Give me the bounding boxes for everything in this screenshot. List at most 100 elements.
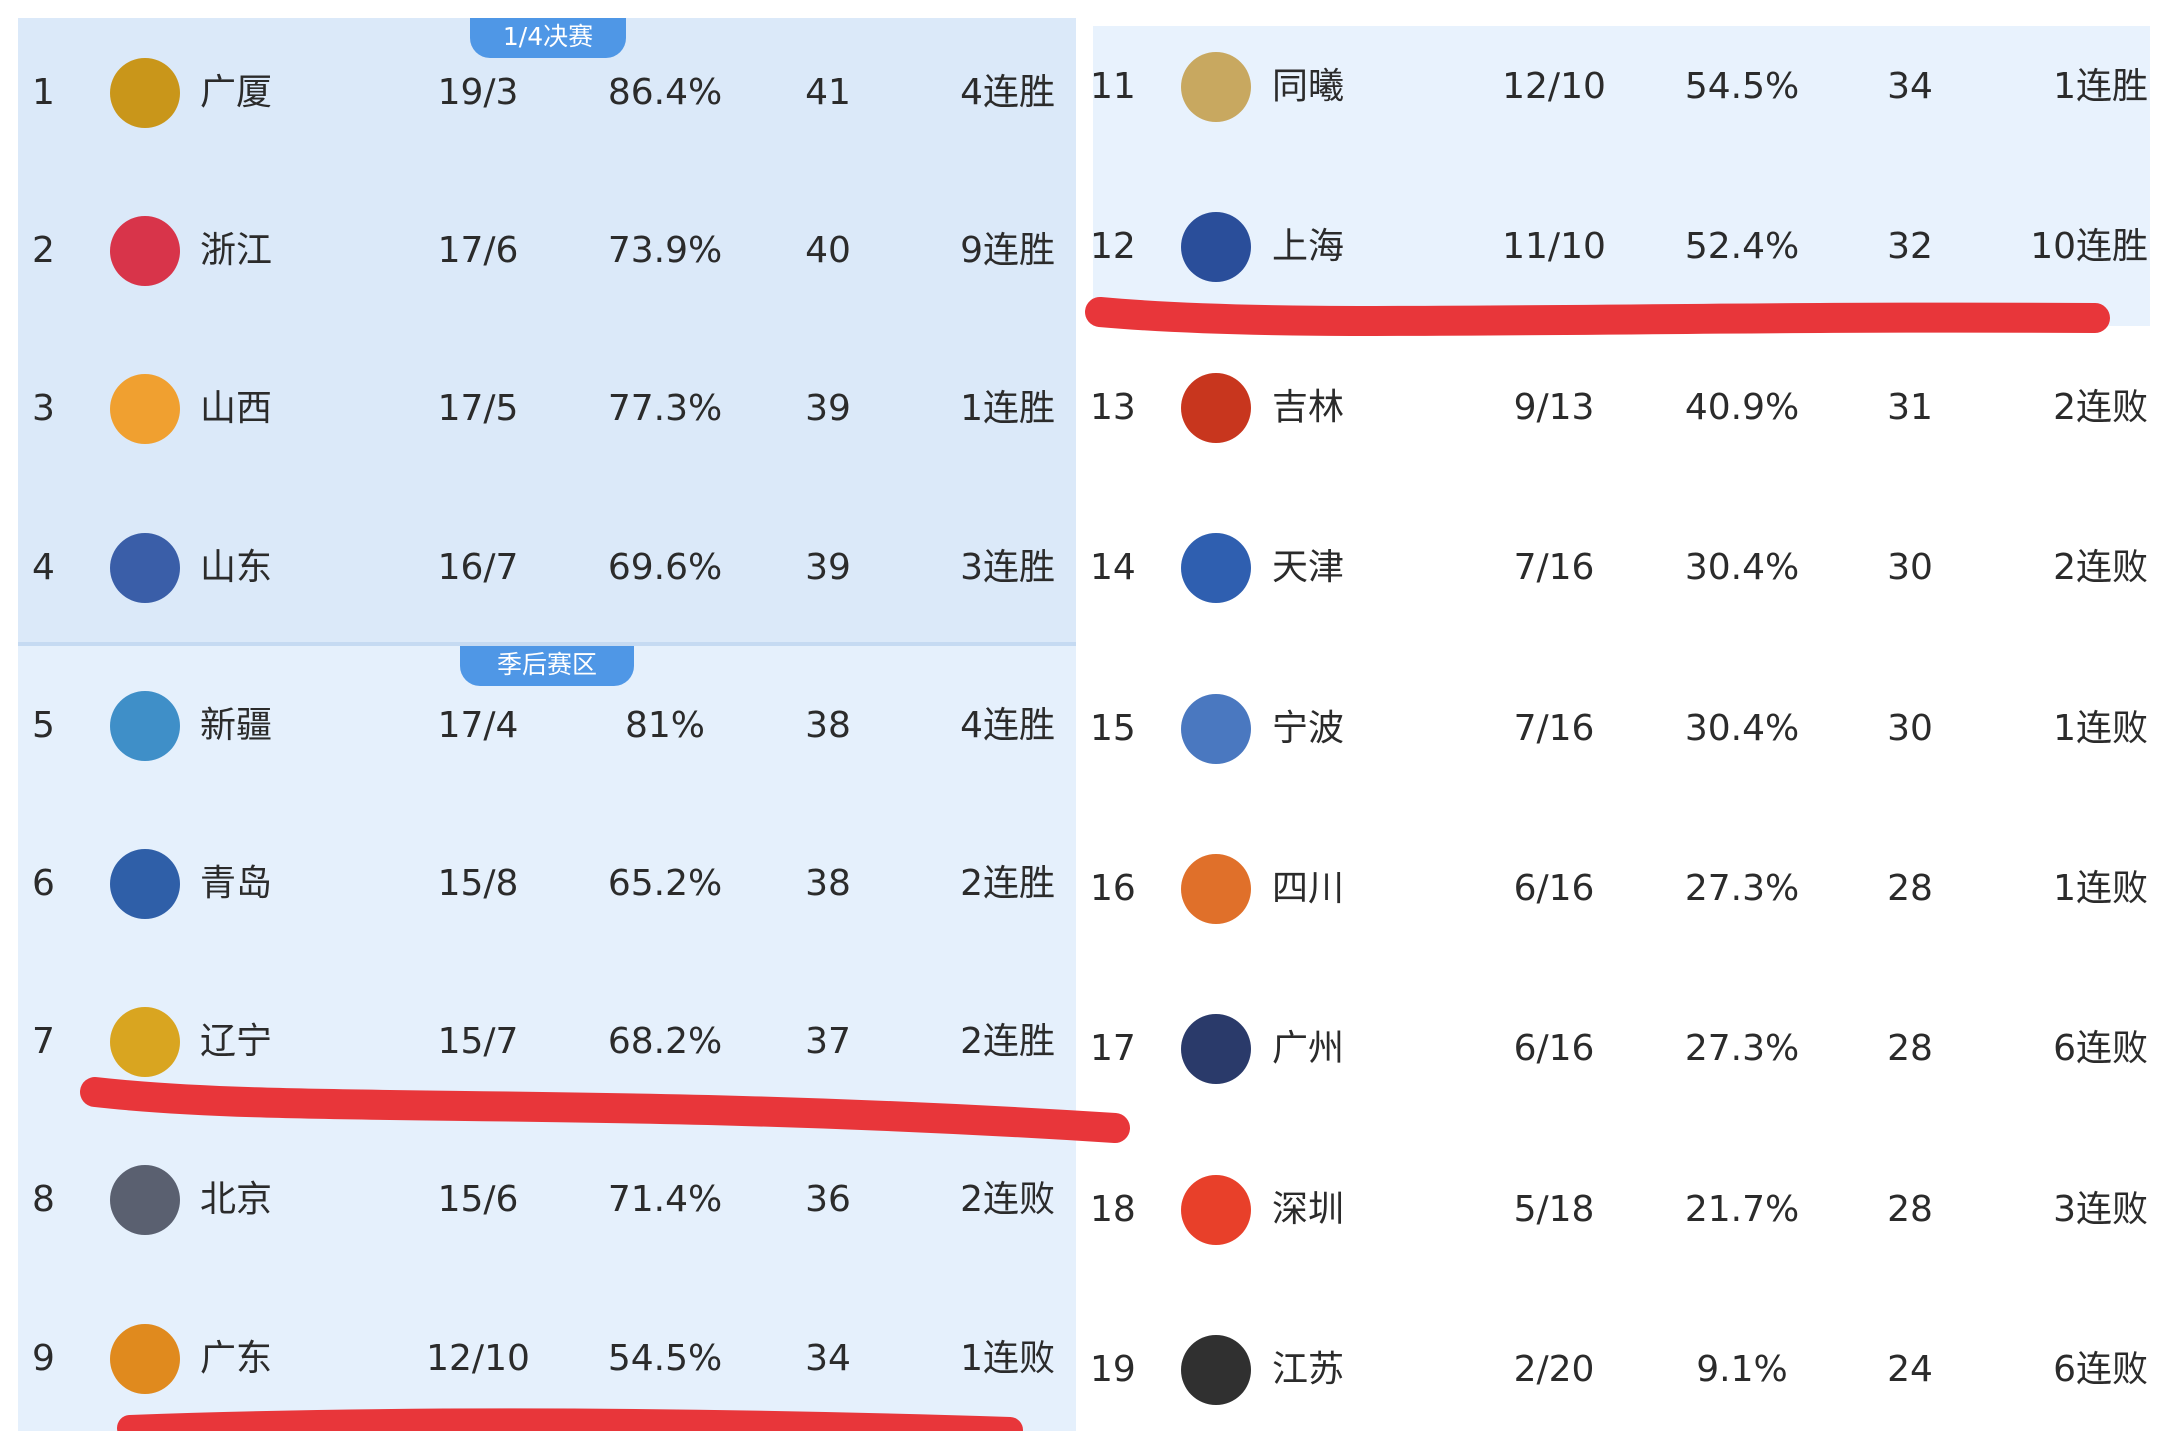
- record-cell: 7/16: [1513, 547, 1595, 589]
- win-pct-cell: 81%: [624, 704, 706, 746]
- record-cell: 11/10: [1502, 226, 1606, 268]
- rank-cell: 12: [1090, 226, 1136, 268]
- team-logo-icon: [110, 374, 180, 445]
- points-cell: 34: [805, 1337, 851, 1379]
- points-cell: 38: [805, 863, 851, 904]
- win-pct-cell: 40.9%: [1684, 386, 1800, 428]
- table-row[interactable]: 18 深圳 5/18 21.7% 28 3连败: [0, 1174, 2160, 1245]
- streak-cell: 2连胜: [960, 863, 1055, 904]
- team-logo-icon: [110, 690, 180, 761]
- record-cell: 16/7: [437, 546, 519, 588]
- points-cell: 34: [1887, 66, 1933, 107]
- win-pct-cell: 54.5%: [607, 1337, 723, 1379]
- table-row[interactable]: 7 辽宁 15/7 68.2% 37 2连胜: [0, 1007, 2160, 1078]
- table-row[interactable]: 19 江苏 2/20 9.1% 24 6连败: [0, 1335, 2160, 1406]
- streak-cell: 6连败: [2053, 1349, 2148, 1391]
- team-logo-icon: [1181, 1174, 1251, 1245]
- points-cell: 36: [805, 1179, 851, 1221]
- team-logo-icon: [1181, 1335, 1251, 1406]
- streak-cell: 1连败: [2053, 707, 2148, 749]
- rank-cell: 3: [32, 388, 55, 430]
- table-row[interactable]: 6 青岛 15/8 65.2% 38 2连胜: [0, 849, 2160, 919]
- points-cell: 31: [1887, 386, 1933, 428]
- table-row[interactable]: 3 山西 17/5 77.3% 39 1连胜: [0, 374, 2160, 445]
- zone-divider: [18, 642, 1076, 646]
- win-pct-cell: 77.3%: [607, 388, 723, 430]
- streak-cell: 2连败: [2053, 547, 2148, 589]
- rank-cell: 19: [1090, 1349, 1136, 1391]
- streak-cell: 1连胜: [2053, 66, 2148, 107]
- points-cell: 32: [1887, 226, 1933, 268]
- team-logo-icon: [1181, 212, 1251, 283]
- points-cell: 30: [1887, 547, 1933, 589]
- rank-cell: 18: [1090, 1188, 1136, 1230]
- record-cell: 17/5: [437, 388, 519, 430]
- win-pct-cell: 30.4%: [1684, 547, 1800, 589]
- win-pct-cell: 9.1%: [1696, 1349, 1788, 1391]
- quarterfinal-zone: [18, 18, 1076, 646]
- table-row[interactable]: 2 浙江 17/6 73.9% 40 9连胜: [0, 216, 2160, 287]
- team-name: 吉林: [1272, 386, 1345, 428]
- streak-cell: 2连败: [2053, 386, 2148, 428]
- points-cell: 28: [1887, 1028, 1933, 1070]
- win-pct-cell: 30.4%: [1684, 707, 1800, 749]
- team-name: 同曦: [1272, 66, 1345, 107]
- record-cell: 9/13: [1513, 386, 1595, 428]
- streak-cell: 6连败: [2053, 1028, 2148, 1070]
- team-name: 天津: [1272, 547, 1345, 589]
- team-logo-icon: [110, 58, 180, 128]
- table-row[interactable]: 4 山东 16/7 69.6% 39 3连胜: [0, 532, 2160, 603]
- team-logo-icon: [1181, 533, 1251, 604]
- table-row[interactable]: 11 同曦 12/10 54.5% 34 1连胜: [0, 52, 2160, 122]
- win-pct-cell: 54.5%: [1684, 66, 1800, 107]
- team-logo-icon: [110, 216, 180, 287]
- streak-cell: 2连败: [960, 1179, 1055, 1221]
- table-row[interactable]: 12 上海 11/10 52.4% 32 10连胜: [0, 212, 2160, 283]
- streak-cell: 4连胜: [960, 704, 1055, 746]
- table-row[interactable]: 8 北京 15/6 71.4% 36 2连败: [0, 1165, 2160, 1236]
- table-row[interactable]: 13 吉林 9/13 40.9% 31 2连败: [0, 372, 2160, 443]
- record-cell: 12/10: [1502, 66, 1606, 107]
- points-cell: 28: [1887, 868, 1933, 909]
- quarterfinal-badge: 1/4决赛: [470, 18, 626, 58]
- rank-cell: 4: [32, 546, 55, 588]
- team-name: 浙江: [200, 230, 273, 272]
- highlight-zone: [1093, 26, 2150, 326]
- table-row[interactable]: 9 广东 12/10 54.5% 34 1连败: [0, 1323, 2160, 1394]
- win-pct-cell: 21.7%: [1684, 1188, 1800, 1230]
- team-logo-icon: [1181, 1014, 1251, 1085]
- record-cell: 5/18: [1513, 1188, 1595, 1230]
- table-row[interactable]: 15 宁波 7/16 30.4% 30 1连败: [0, 693, 2160, 764]
- rank-cell: 6: [32, 863, 55, 904]
- record-cell: 17/4: [437, 704, 519, 746]
- rank-cell: 16: [1090, 868, 1136, 909]
- team-name: 宁波: [1272, 707, 1345, 749]
- team-name: 山东: [200, 546, 273, 588]
- record-cell: 15/8: [437, 863, 519, 904]
- team-logo-icon: [1181, 854, 1251, 924]
- table-row[interactable]: 1 广厦 19/3 86.4% 41 4连胜: [0, 58, 2160, 128]
- table-row[interactable]: 17 广州 6/16 27.3% 28 6连败: [0, 1014, 2160, 1085]
- record-cell: 6/16: [1513, 1028, 1595, 1070]
- points-cell: 39: [805, 388, 851, 430]
- record-cell: 7/16: [1513, 707, 1595, 749]
- rank-cell: 7: [32, 1021, 55, 1063]
- table-row[interactable]: 14 天津 7/16 30.4% 30 2连败: [0, 533, 2160, 604]
- record-cell: 17/6: [437, 230, 519, 272]
- win-pct-cell: 65.2%: [607, 863, 723, 904]
- rank-cell: 11: [1090, 66, 1136, 107]
- playoff-badge: 季后赛区: [460, 646, 634, 686]
- table-row[interactable]: 5 新疆 17/4 81% 38 4连胜: [0, 690, 2160, 761]
- team-logo-icon: [1181, 52, 1251, 122]
- streak-cell: 1连败: [960, 1337, 1055, 1379]
- streak-cell: 2连胜: [960, 1021, 1055, 1063]
- rank-cell: 9: [32, 1337, 55, 1379]
- table-row[interactable]: 16 四川 6/16 27.3% 28 1连败: [0, 854, 2160, 924]
- team-logo-icon: [110, 532, 180, 603]
- team-name: 江苏: [1272, 1349, 1345, 1391]
- rank-cell: 17: [1090, 1028, 1136, 1070]
- streak-cell: 9连胜: [960, 230, 1055, 272]
- team-name: 北京: [200, 1179, 273, 1221]
- team-logo-icon: [110, 1165, 180, 1236]
- team-logo-icon: [1181, 372, 1251, 443]
